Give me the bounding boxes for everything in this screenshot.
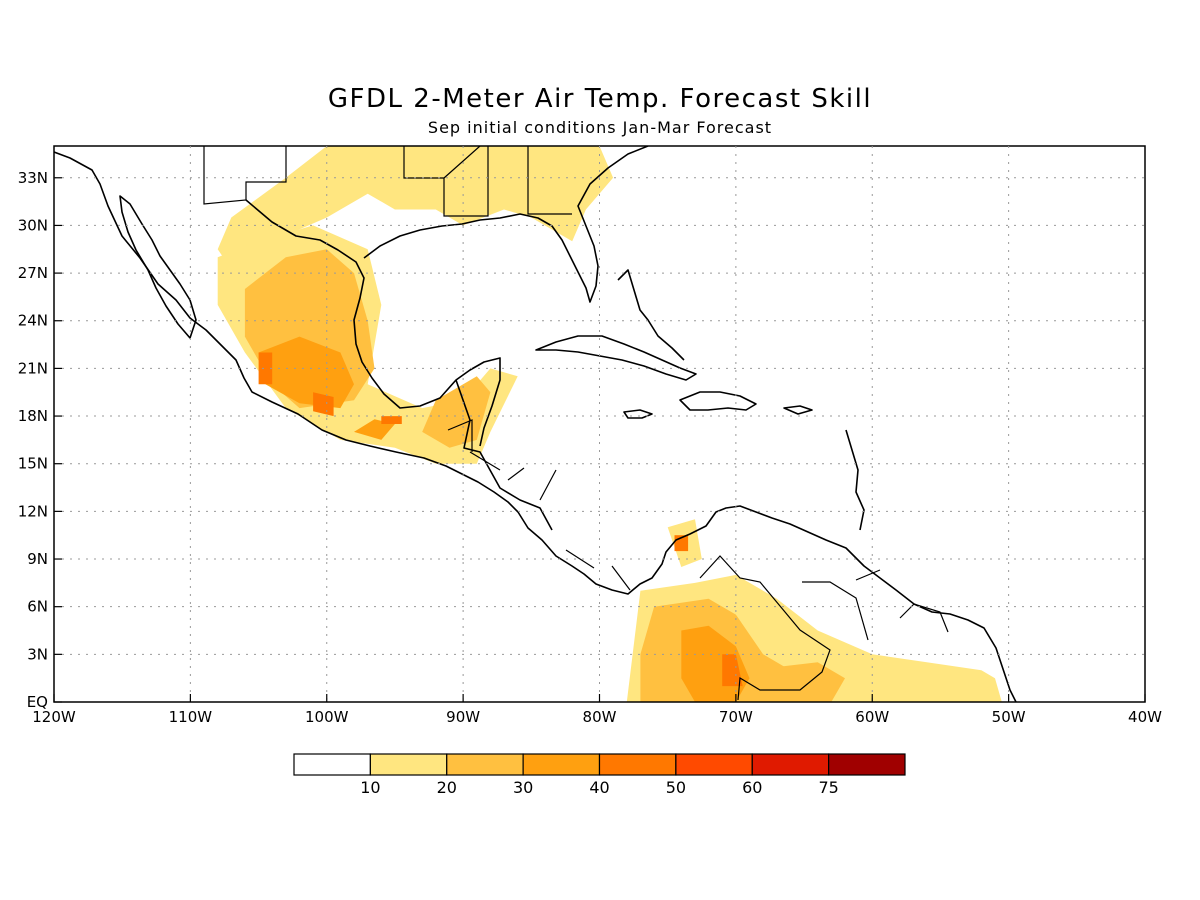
colorbar-label: 75	[818, 778, 838, 797]
skill-region-level-1	[217, 146, 614, 289]
lesser-antilles	[845, 429, 865, 531]
lon-tick-label: 40W	[1128, 708, 1162, 726]
lon-tick-label: 50W	[992, 708, 1026, 726]
hispaniola	[679, 391, 757, 411]
colorbar: 10 20 30 40 50 60 75	[293, 753, 906, 797]
colorbar-swatch	[446, 753, 524, 776]
lon-tick-label: 120W	[32, 708, 76, 726]
colorbar-swatch	[675, 753, 753, 776]
cuba	[535, 335, 697, 381]
lat-tick-label: 27N	[18, 264, 48, 282]
lon-tick-label: 60W	[855, 708, 889, 726]
skill-region-level-4	[381, 416, 402, 424]
lat-tick-label: 18N	[18, 407, 48, 425]
lat-tick-label: 24N	[18, 312, 48, 330]
skill-region-level-3	[258, 336, 354, 409]
colorbar-swatch	[369, 753, 448, 776]
lon-tick-label: 80W	[583, 708, 617, 726]
lat-tick-label: 30N	[18, 216, 48, 234]
skill-region-level-4	[313, 392, 334, 417]
map-subtitle: Sep initial conditions Jan-Mar Forecast	[427, 118, 773, 137]
lon-tick-label: 100W	[305, 708, 349, 726]
colorbar-label: 60	[742, 778, 762, 797]
colorbar-swatch	[751, 753, 830, 776]
lon-tick-label: 70W	[719, 708, 753, 726]
yucatan-belize	[455, 379, 553, 531]
skill-region-level-2	[422, 376, 491, 448]
colorbar-label: 10	[360, 778, 380, 797]
lat-tick-label: 3N	[27, 645, 48, 663]
colorbar-swatch	[828, 753, 906, 776]
gulf-coast	[245, 199, 501, 447]
skill-region-level-4	[258, 352, 273, 385]
florida-keys-bahamas	[617, 269, 685, 361]
skill-region-level-4	[722, 654, 743, 687]
lat-tick-label: EQ	[27, 693, 48, 711]
lat-tick-label: 15N	[18, 455, 48, 473]
skill-shading	[217, 146, 1002, 702]
colorbar-label: 40	[589, 778, 609, 797]
central-america-borders	[447, 419, 631, 591]
coastlines	[54, 146, 1017, 702]
colorbar-swatch	[293, 753, 371, 776]
jamaica	[623, 409, 653, 419]
baja-peninsula	[119, 195, 197, 339]
lat-tick-label: 21N	[18, 359, 48, 377]
mexico-us-coastline	[54, 151, 1017, 702]
lon-tick-label: 110W	[169, 708, 213, 726]
skill-region-level-3	[354, 419, 395, 440]
colorbar-swatch	[522, 753, 601, 776]
axis-ticks: 120W 110W 100W 90W 80W 70W 60W 50W 40W EQ 3N 6N 9N 12…	[18, 169, 1162, 726]
south-america-borders	[699, 555, 949, 701]
colorbar-swatch	[598, 753, 677, 776]
colorbar-label: 20	[437, 778, 457, 797]
lat-tick-label: 9N	[27, 550, 48, 568]
puerto-rico	[783, 405, 813, 415]
colorbar-label: 50	[666, 778, 686, 797]
country-borders	[203, 146, 949, 701]
map-title: GFDL 2-Meter Air Temp. Forecast Skill	[327, 84, 873, 114]
us-state-lines	[403, 146, 572, 217]
lat-tick-label: 12N	[18, 502, 48, 520]
lat-tick-label: 33N	[18, 169, 48, 187]
lat-tick-label: 6N	[27, 598, 48, 616]
colorbar-label: 30	[513, 778, 533, 797]
graticule	[54, 146, 1145, 702]
lon-tick-label: 90W	[446, 708, 480, 726]
us-gulf-shore	[363, 146, 649, 303]
us-mexico-border	[203, 146, 287, 205]
